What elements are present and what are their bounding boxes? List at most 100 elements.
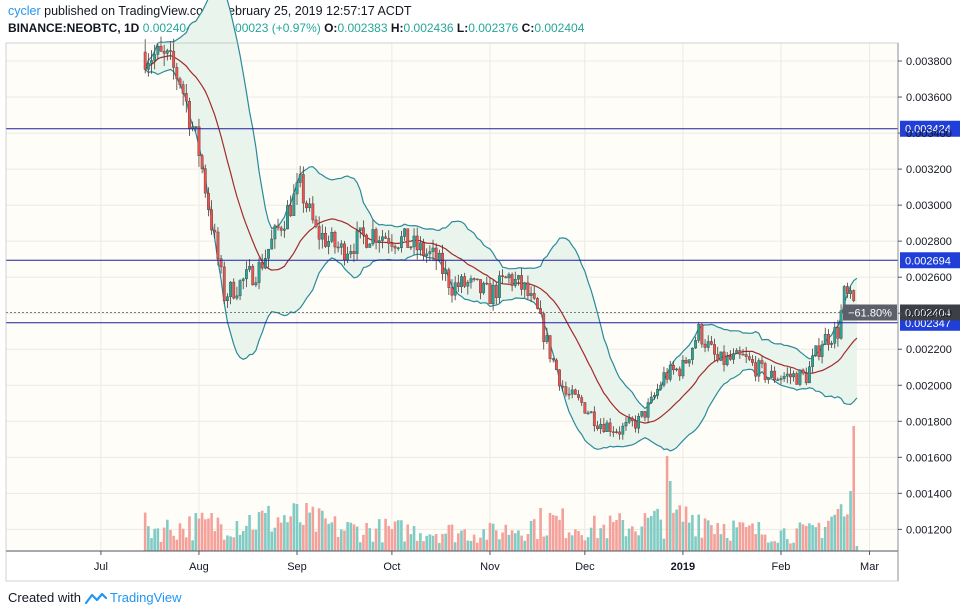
volume-bar [384,518,387,551]
price-tick-label: 0.002200 [906,344,952,356]
time-tick-label: Oct [383,561,400,573]
volume-bar [472,534,476,551]
candle-body [608,422,612,432]
volume-bar [767,542,770,551]
volume-bar [229,536,232,551]
volume-bar [713,534,716,551]
candle-body [188,101,191,130]
candle-body [836,327,840,339]
volume-bar [532,519,536,551]
volume-bar [371,541,375,551]
candle-body [320,233,324,240]
candle-body [539,308,542,314]
volume-bar [672,512,675,551]
last-price: 0.002404 [142,21,193,35]
tradingview-logo[interactable]: TradingView [84,590,182,605]
candle-body [213,229,217,233]
candle-body [403,228,406,237]
volume-bar [349,522,353,551]
candle-body [295,182,299,195]
upper-band [144,0,858,410]
candle-body [150,60,153,64]
volume-bar [463,529,466,551]
time-tick-label: Aug [189,561,209,573]
candle-body [627,418,631,423]
volume-bar [820,538,824,551]
volume-bar [450,524,454,551]
publisher-username[interactable]: cycler [8,4,41,18]
volume-bar [574,529,577,551]
candle-body [501,275,505,277]
volume-bar [773,541,776,551]
volume-bar [355,526,359,551]
volume-bar [311,506,315,551]
volume-bar [425,535,428,551]
volume-bar [827,520,830,551]
candle-body [561,385,565,388]
candle-body [545,335,549,342]
volume-bar [377,519,381,551]
candle-body [646,402,650,418]
candle-body [406,228,410,248]
volume-bar [457,533,460,551]
footer: Created with TradingView [8,590,182,605]
volume-bar [238,534,242,551]
candle-body [770,370,773,378]
candle-body [393,246,397,249]
candle-body [387,238,391,244]
volume-bar [488,522,492,551]
candle-body [811,355,814,367]
chart-border [5,42,899,582]
volume-bar [447,524,451,551]
candle-body [744,354,748,357]
volume-bar [241,531,245,551]
volume-bar [147,526,150,551]
volume-bar [352,524,356,551]
price-tick-label: 0.001600 [906,452,952,464]
candle-body [668,364,672,380]
basis-line [144,54,858,424]
candle-body [615,431,618,433]
candle-body [282,228,286,231]
volume-bar [586,537,590,551]
candle-body [352,251,356,254]
volume-bar [729,540,732,551]
volume-bar [615,520,618,551]
candle-body [396,247,400,249]
candle-body [596,425,599,429]
volume-bar [608,515,612,551]
time-tick-label: Sep [287,561,307,573]
volume-bar [387,526,391,551]
volume-bar [744,527,748,551]
volume-bar [428,534,432,551]
volume-bar [298,522,302,551]
candle-body [263,258,267,269]
candle-body [371,229,375,245]
candle-body [703,343,707,348]
volume-bar [191,540,194,551]
price-tick-label: 0.003600 [906,92,952,104]
price-tick-label: 0.001200 [906,524,952,536]
candle-body [542,313,546,342]
candle-body [143,51,147,70]
axes: 0.001200 0.001400 0.001600 0.001800 0.002000… [5,42,952,582]
candle-body [675,368,678,371]
volume-bar [203,519,207,551]
candle-body [460,276,463,287]
candle-body [156,46,160,55]
candle-body [678,368,682,377]
volume-bar [219,524,223,551]
candle-body [649,396,653,403]
volume-bar [697,514,701,551]
candle-body [390,243,394,247]
volume-bar [235,521,239,551]
volume-bar [662,538,666,551]
volume-bar [526,534,530,551]
volume-bar [365,522,368,551]
close-label: C: [521,21,535,35]
volume-bar [494,530,498,551]
high-value: 0.002436 [403,21,454,35]
high-label: H: [390,21,404,35]
candle-body [248,266,251,270]
